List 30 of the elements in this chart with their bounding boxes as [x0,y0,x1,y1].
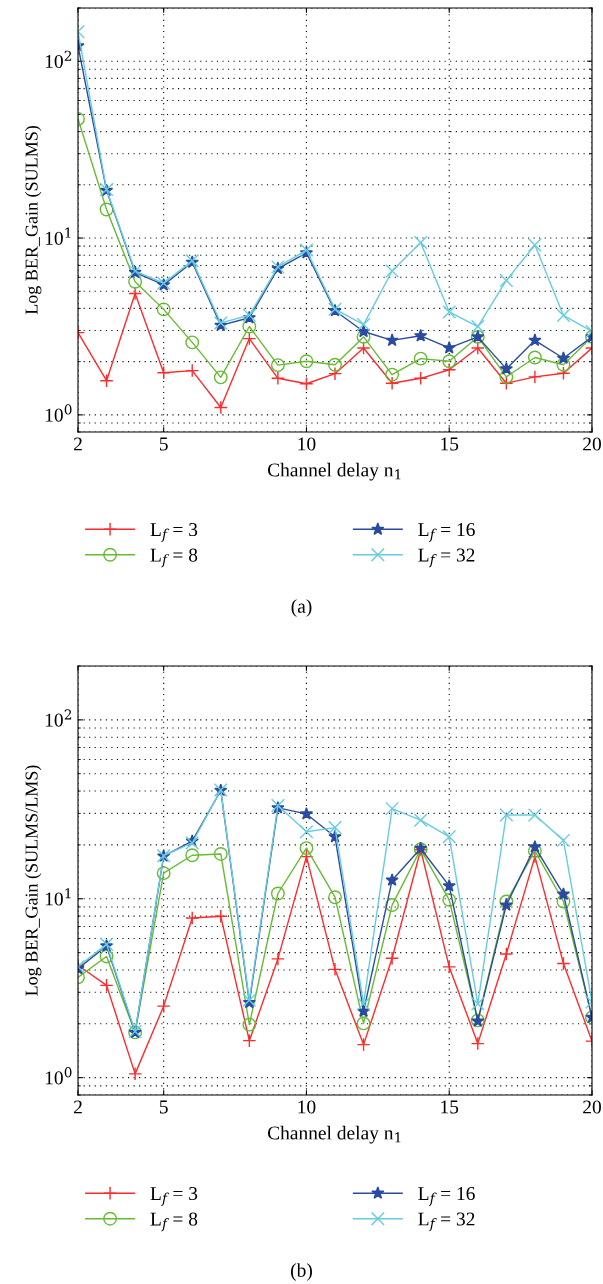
y-tick-label: 10$^{0}$ [45,1067,72,1085]
text: (b) [291,1263,312,1281]
legend-label: L$_{f}$ = 8 [150,548,198,568]
legend-label: L$_{f}$ = 16 [418,1187,475,1206]
y-axis-title: Log BER_Gain (SULMS) [24,126,42,315]
x-axis-title: Channel delay n$_{1}$ [267,462,401,481]
x-tick-label: 20 [583,1100,601,1114]
x-tick-label: 5 [159,437,168,451]
x-tick-label: 10 [298,1100,316,1114]
x-tick-label: 5 [159,1100,168,1114]
x-tick-label: 2 [73,437,82,451]
text: (a) [291,599,312,617]
x-axis-title: Channel delay n$_{1}$ [267,1125,401,1144]
legend-label: L$_{f}$ = 32 [418,548,475,568]
y-tick-label: 10$^{0}$ [45,404,72,422]
legend-label: L$_{f}$ = 3 [150,1187,198,1206]
y-tick-label: 10$^{1}$ [45,888,71,906]
x-tick-label: 10 [298,437,316,451]
legend-label: L$_{f}$ = 3 [150,523,198,542]
x-tick-label: 15 [441,437,459,451]
legend-label: L$_{f}$ = 16 [418,523,475,542]
x-tick-label: 15 [441,1100,459,1114]
y-tick-label: 10$^{1}$ [45,227,71,245]
legend-label: L$_{f}$ = 8 [150,1212,198,1232]
x-tick-label: 2 [73,1100,82,1114]
legend-label: L$_{f}$ = 32 [418,1212,475,1232]
y-tick-label: 10$^{2}$ [45,50,72,69]
y-axis-title: Log BER_Gain (SULMS/LMS) [24,765,42,996]
y-tick-label: 10$^{2}$ [45,709,72,727]
x-tick-label: 20 [583,437,601,451]
